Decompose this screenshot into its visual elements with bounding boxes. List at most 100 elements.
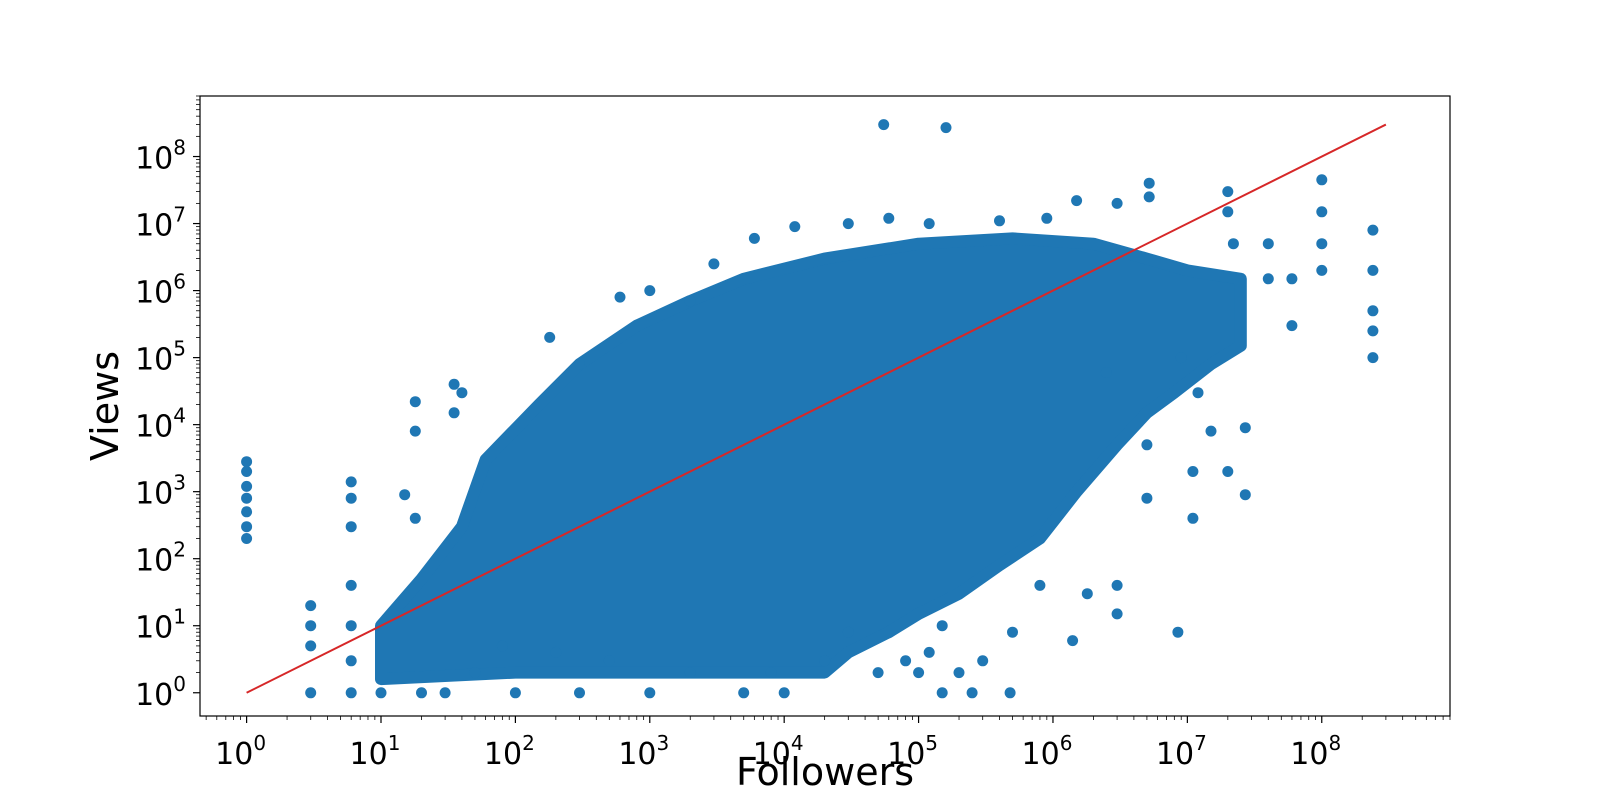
scatter-point — [305, 620, 317, 632]
x-tick-label: 100 — [215, 731, 266, 772]
dense-point-cloud — [375, 232, 1247, 686]
scatter-point — [345, 620, 357, 632]
scatter-point — [1316, 238, 1328, 250]
y-tick-label: 108 — [135, 136, 186, 177]
scatter-point — [1222, 466, 1234, 477]
scatter-point — [738, 687, 750, 699]
scatter-point — [940, 122, 952, 134]
scatter-point — [345, 476, 357, 488]
scatter-point — [842, 218, 854, 230]
y-tick-label: 104 — [135, 404, 186, 445]
scatter-point — [1141, 439, 1153, 451]
scatter-point — [496, 640, 508, 652]
scatter-point — [439, 687, 451, 699]
x-tick-label: 104 — [753, 731, 804, 772]
scatter-point — [1239, 489, 1251, 501]
scatter-point — [708, 258, 720, 270]
scatter-point — [1100, 367, 1112, 378]
scatter-point — [1222, 186, 1234, 198]
scatter-point — [241, 521, 253, 533]
scatter-point — [765, 667, 777, 679]
scatter-point — [448, 407, 460, 419]
y-tick-label: 102 — [135, 538, 186, 579]
scatter-point — [936, 620, 948, 632]
scatter-point — [1316, 264, 1328, 276]
x-tick-label: 107 — [1156, 731, 1207, 772]
scatter-point — [1187, 466, 1199, 477]
scatter-point — [1205, 425, 1217, 437]
scatter-point — [913, 667, 925, 679]
scatter-point — [883, 212, 895, 224]
scatter-point — [1081, 588, 1093, 600]
scatter-point — [842, 626, 854, 638]
scatter-point — [409, 396, 421, 408]
scatter-point — [1172, 626, 1184, 638]
scatter-point — [1222, 206, 1234, 218]
scatter-point — [789, 221, 801, 233]
scatter-point — [1262, 273, 1274, 285]
y-tick-label: 100 — [135, 672, 186, 713]
x-tick-label: 105 — [887, 731, 938, 772]
scatter-point — [345, 687, 357, 699]
scatter-point — [1187, 512, 1199, 524]
scatter-point — [241, 533, 253, 544]
scatter-point — [1004, 687, 1016, 699]
y-tick-label: 101 — [135, 605, 186, 646]
y-tick-label: 106 — [135, 270, 186, 311]
scatter-point — [509, 687, 521, 699]
y-tick-label: 105 — [135, 337, 186, 378]
x-tick-label: 102 — [484, 731, 535, 772]
scatter-point — [778, 687, 790, 699]
x-tick-label: 101 — [350, 731, 401, 772]
scatter-point — [603, 655, 615, 667]
scatter-point — [994, 215, 1005, 227]
x-tick-label: 108 — [1290, 731, 1341, 772]
scatter-point — [544, 331, 556, 343]
scatter-point — [1239, 422, 1251, 434]
scatter-point — [375, 687, 387, 699]
scatter-point — [1041, 212, 1053, 224]
scatter-point — [1067, 635, 1079, 647]
scatter-point — [1367, 325, 1379, 337]
y-axis-ticks: 100 101 102 103 104 105 106 107 108 — [135, 95, 200, 713]
scatter-point — [305, 640, 317, 652]
scatter-point — [1286, 320, 1298, 332]
scatter-point — [748, 232, 760, 244]
scatter-point — [399, 489, 411, 501]
scatter-point — [614, 291, 626, 303]
x-axis-ticks: 100 101 102 103 104 105 106 107 108 — [205, 716, 1451, 772]
scatter-point — [1286, 273, 1298, 285]
scatter-point — [1143, 191, 1155, 203]
scatter-point — [305, 600, 317, 612]
scatter-point — [1227, 238, 1239, 250]
scatter-point — [644, 687, 656, 699]
scatter-point — [684, 667, 696, 679]
x-tick-label: 106 — [1022, 731, 1073, 772]
scatter-points — [241, 119, 1379, 699]
y-tick-label: 107 — [135, 203, 186, 244]
scatter-point — [1316, 174, 1328, 186]
scatter-point — [1316, 206, 1328, 218]
scatter-point — [1141, 492, 1153, 504]
scatter-point — [684, 295, 696, 307]
scatter-point — [409, 425, 421, 437]
scatter-point — [241, 506, 253, 518]
scatter-point — [977, 655, 989, 667]
scatter-point — [1367, 352, 1379, 364]
dense-cloud — [375, 232, 1247, 686]
scatter-point — [878, 119, 890, 131]
scatter-point — [469, 667, 481, 679]
x-tick-label: 103 — [618, 731, 669, 772]
scatter-point — [966, 687, 978, 699]
scatter-point — [953, 667, 965, 679]
scatter-point — [345, 492, 357, 504]
y-axis-label: Views — [83, 351, 127, 461]
scatter-point — [923, 646, 935, 658]
scatter-point — [345, 655, 357, 667]
scatter-point — [819, 655, 831, 667]
scatter-point — [305, 687, 317, 699]
scatter-point — [1367, 305, 1379, 317]
scatter-point — [1007, 626, 1018, 638]
y-tick-label: 103 — [135, 471, 186, 512]
